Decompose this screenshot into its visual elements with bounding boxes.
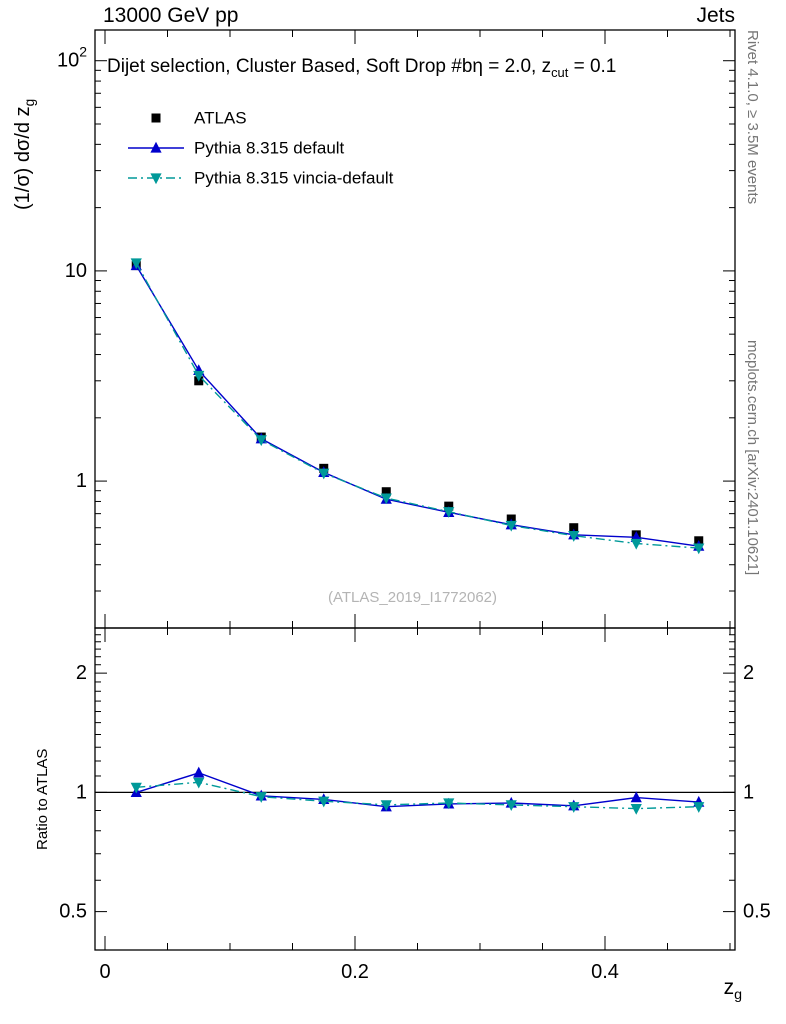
plot-title-text: Dijet selection, Cluster Based, Soft Dro…	[107, 56, 552, 77]
plot-title: Dijet selection, Cluster Based, Soft Dro…	[107, 56, 616, 80]
plot-title-post: = 0.1	[568, 56, 617, 77]
series-pythia-8-315-vincia-default-ratio	[130, 777, 705, 815]
legend: ATLAS Pythia 8.315 default Pythia 8.315 vi…	[128, 109, 394, 188]
x-axis-label-sub: g	[734, 987, 742, 1004]
axes: 1 10 102 0.5 0.5 1 1 2 2 0 0.2 0.4	[57, 29, 771, 983]
x-axis-label-text: z	[723, 976, 735, 999]
tick-label: 0.5	[59, 901, 87, 923]
tick-label: 2	[76, 662, 87, 684]
tick-label: 102	[57, 44, 87, 72]
series-pythia-8-315-vincia-default-main	[130, 258, 705, 555]
tick-label: 2	[743, 662, 754, 684]
series-pythia-8-315-default-ratio	[130, 766, 705, 812]
main-y-axis-label-text: (1/σ) dσ/d z	[12, 106, 34, 210]
tick-label: 1	[76, 470, 87, 492]
tick-label: 1	[743, 781, 754, 803]
tick-label: 0.2	[341, 961, 369, 983]
analysis-watermark: (ATLAS_2019_I1772062)	[328, 589, 498, 606]
legend-label: Pythia 8.315 vincia-default	[194, 169, 394, 188]
main-y-axis-label: (1/σ) dσ/d zg	[12, 99, 37, 210]
x-axis-label: zg	[724, 976, 742, 1003]
beam-energy-label: 13000 GeV pp	[103, 4, 239, 27]
ratio-y-axis-label: Ratio to ATLAS	[34, 748, 51, 850]
process-label: Jets	[696, 4, 735, 27]
legend-label: ATLAS	[194, 109, 247, 128]
tick-label: 0	[99, 961, 110, 983]
rivet-version-label: Rivet 4.1.0, ≥ 3.5M events	[744, 30, 761, 205]
plot-title-sub: cut	[551, 64, 569, 80]
mcplots-reference-label: mcplots.cern.ch [arXiv:2401.10621]	[744, 340, 761, 576]
series-pythia-8-315-default-main	[130, 259, 705, 551]
tick-label: 10	[65, 260, 87, 282]
tick-label: 1	[76, 781, 87, 803]
series-atlas-main	[131, 261, 704, 546]
tick-label: 0.4	[591, 961, 619, 983]
legend-label: Pythia 8.315 default	[194, 139, 345, 158]
tick-label: 0.5	[743, 901, 771, 923]
main-y-axis-label-sub: g	[22, 98, 37, 107]
